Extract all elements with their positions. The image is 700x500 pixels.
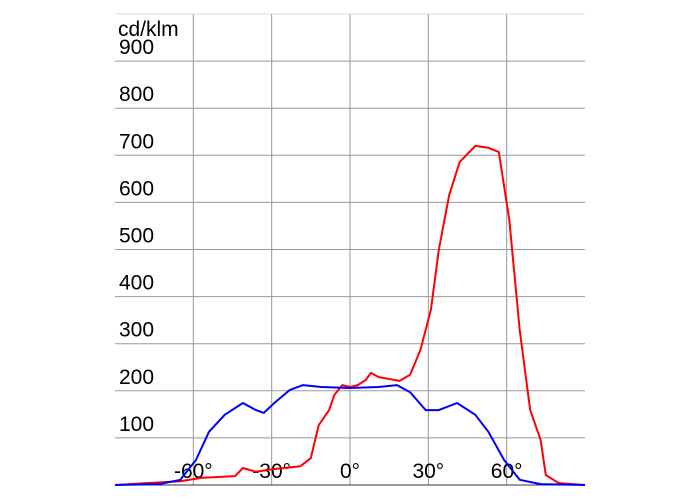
y-tick-label: 300: [119, 319, 154, 342]
x-tick-label: 60°: [491, 460, 523, 483]
y-tick-label: 900: [119, 36, 154, 59]
y-tick-label: 200: [119, 366, 154, 389]
y-tick-label: 400: [119, 272, 154, 295]
x-tick-label: 30°: [412, 460, 444, 483]
y-tick-label: 800: [119, 83, 154, 106]
y-tick-label: 700: [119, 130, 154, 153]
y-tick-label: 600: [119, 177, 154, 200]
series-line: [114, 144, 586, 486]
series-line: [114, 384, 586, 486]
y-axis-label: cd/klm: [118, 18, 179, 41]
x-tick-label: -30°: [252, 460, 291, 483]
y-tick-label: 100: [119, 413, 154, 436]
y-tick-label: 500: [119, 225, 154, 248]
x-tick-label: 0°: [340, 460, 360, 483]
